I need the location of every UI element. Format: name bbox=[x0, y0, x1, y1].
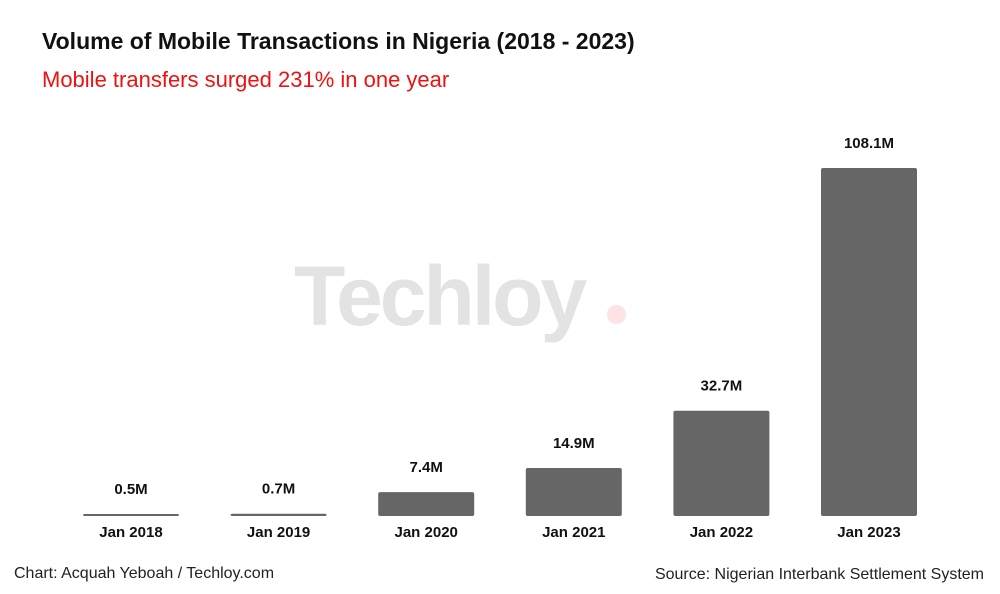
bar-jan-2019 bbox=[230, 513, 327, 516]
bar-jan-2023 bbox=[821, 168, 917, 516]
bar-jan-2018 bbox=[83, 514, 179, 516]
data-label: 32.7M bbox=[701, 378, 743, 395]
bar-jan-2022 bbox=[673, 410, 770, 516]
x-tick-label: Jan 2023 bbox=[837, 524, 900, 541]
bar-jan-2020 bbox=[378, 492, 475, 516]
x-tick-label: Jan 2022 bbox=[690, 524, 753, 541]
x-tick-label: Jan 2020 bbox=[395, 524, 458, 541]
watermark-text: Techloy bbox=[294, 249, 587, 343]
data-label: 7.4M bbox=[410, 459, 443, 476]
x-tick-label: Jan 2019 bbox=[247, 524, 310, 541]
x-tick-label: Jan 2021 bbox=[542, 524, 605, 541]
x-tick-label: Jan 2018 bbox=[99, 524, 162, 541]
data-label: 108.1M bbox=[844, 135, 894, 152]
watermark-logo: Techloy bbox=[294, 248, 587, 345]
data-label: 0.5M bbox=[114, 481, 147, 498]
data-label: 14.9M bbox=[553, 435, 595, 452]
chart-credit: Chart: Acquah Yeboah / Techloy.com bbox=[14, 565, 275, 582]
watermark-dot bbox=[607, 305, 626, 324]
chart-subtitle: Mobile transfers surged 231% in one year bbox=[42, 67, 450, 92]
chart-title: Volume of Mobile Transactions in Nigeria… bbox=[42, 28, 635, 54]
data-label: 0.7M bbox=[262, 481, 295, 498]
bar-jan-2021 bbox=[525, 468, 622, 516]
chart-source: Source: Nigerian Interbank Settlement Sy… bbox=[654, 566, 984, 583]
